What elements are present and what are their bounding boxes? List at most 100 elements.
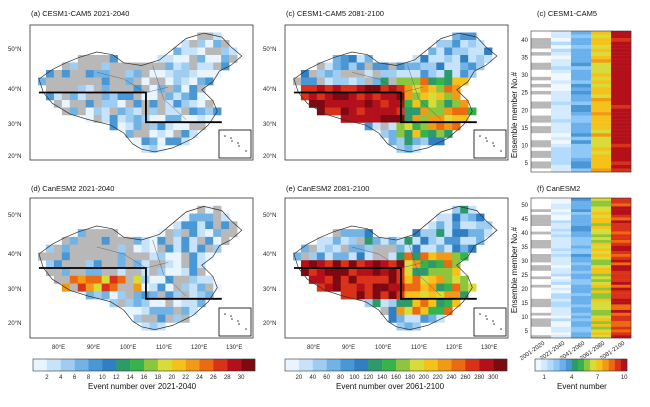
ensemble-cell (591, 335, 612, 339)
ensemble-cell (531, 318, 552, 322)
map-cell (324, 244, 334, 253)
map-cell (229, 221, 238, 230)
ensemble-cell (591, 209, 612, 213)
ensemble-cell (571, 73, 592, 78)
map-cell (133, 275, 142, 284)
map-cell (221, 229, 230, 238)
map-cell (364, 283, 373, 292)
ensemble-cell (551, 284, 572, 288)
map-cell (452, 252, 461, 261)
map-cell (324, 85, 334, 93)
map-cell (117, 85, 126, 93)
map-cell (460, 213, 469, 222)
map-cell (165, 314, 174, 323)
map-cell (436, 221, 445, 230)
map-cell (69, 77, 79, 86)
map-cell (197, 268, 206, 277)
ensemble-cell (591, 66, 612, 70)
ensemble-cell (551, 126, 572, 130)
colorbar-tick: 180 (405, 375, 416, 381)
map-cell (133, 137, 142, 146)
ensemble-cell (571, 296, 592, 299)
inset-island (500, 150, 502, 152)
map-cell (332, 275, 342, 284)
map-cell (468, 62, 477, 71)
inset-island (245, 328, 247, 330)
map-cell (125, 299, 134, 308)
map-cell (348, 115, 357, 123)
map-cell (396, 85, 405, 93)
colorbar-tick: 30 (238, 375, 245, 381)
ensemble-cell (611, 214, 632, 218)
map-cell (117, 268, 126, 277)
map-cell (324, 268, 334, 277)
map-cell (420, 314, 429, 323)
ensemble-cell (611, 69, 632, 74)
map-cell (141, 77, 150, 86)
ensemble-cell (611, 147, 632, 152)
inset-island (238, 323, 240, 325)
map-cell (404, 115, 413, 123)
map-cell (372, 236, 381, 245)
map-cell (380, 115, 389, 123)
ensemble-cell (611, 112, 632, 116)
map-cell (93, 260, 102, 269)
map-cell (476, 229, 485, 238)
map-cell (300, 252, 310, 261)
ensemble-cell (611, 62, 632, 67)
map-cell (101, 260, 110, 269)
map-cell (340, 62, 350, 71)
ensemble-cell (531, 164, 552, 169)
map-cell (468, 236, 477, 245)
map-cell (484, 47, 493, 56)
colorbar-swatch (74, 359, 89, 371)
ensemble-cell (551, 321, 572, 325)
map-cell (324, 92, 334, 101)
map-cell (364, 299, 373, 308)
ensemble-cell (611, 276, 632, 280)
map-cell (149, 306, 158, 315)
map-cell (157, 314, 166, 323)
inset-island (492, 320, 494, 322)
map-cell (77, 100, 87, 108)
map-cell (364, 229, 373, 238)
ensemble-cell (551, 161, 572, 166)
map-cell (324, 260, 334, 269)
colorbar-tick: 20 (296, 375, 303, 381)
inset-box (218, 307, 252, 337)
ensemble-cell (571, 214, 592, 218)
map-cell (444, 236, 453, 245)
ensemble-cell (531, 304, 552, 308)
colorbar-swatch (213, 359, 228, 371)
map-cell (348, 283, 357, 292)
ensemble-cell (551, 214, 572, 218)
map-cell (101, 291, 110, 300)
map-cell (324, 283, 334, 292)
ensemble-cell (591, 133, 612, 137)
map-cell (101, 55, 110, 63)
map-cell (348, 252, 357, 261)
map-cell (221, 55, 230, 63)
map-cell (157, 107, 166, 116)
ensemble-cell (591, 94, 612, 99)
map-cell (93, 100, 102, 108)
ensemble-cell (551, 59, 572, 63)
map-cell (364, 268, 373, 277)
map-cell (316, 268, 326, 277)
ensemble-ytick: 15 (521, 301, 528, 307)
map-cell (300, 92, 310, 101)
ensemble-cell (571, 66, 592, 70)
map-cell (229, 47, 238, 56)
map-cell (404, 70, 413, 78)
ensemble-cell (551, 164, 572, 169)
ensemble-cell (531, 212, 552, 215)
map-cell (133, 236, 142, 245)
map-cell (436, 70, 445, 78)
map-cell (141, 62, 150, 71)
map-cell (412, 306, 421, 315)
map-cell (45, 244, 55, 253)
ensemble-title-top: (c) CESM1-CAM5 (537, 9, 597, 18)
map-cell (460, 55, 469, 63)
map-cell (197, 85, 206, 93)
province-line (407, 239, 442, 297)
